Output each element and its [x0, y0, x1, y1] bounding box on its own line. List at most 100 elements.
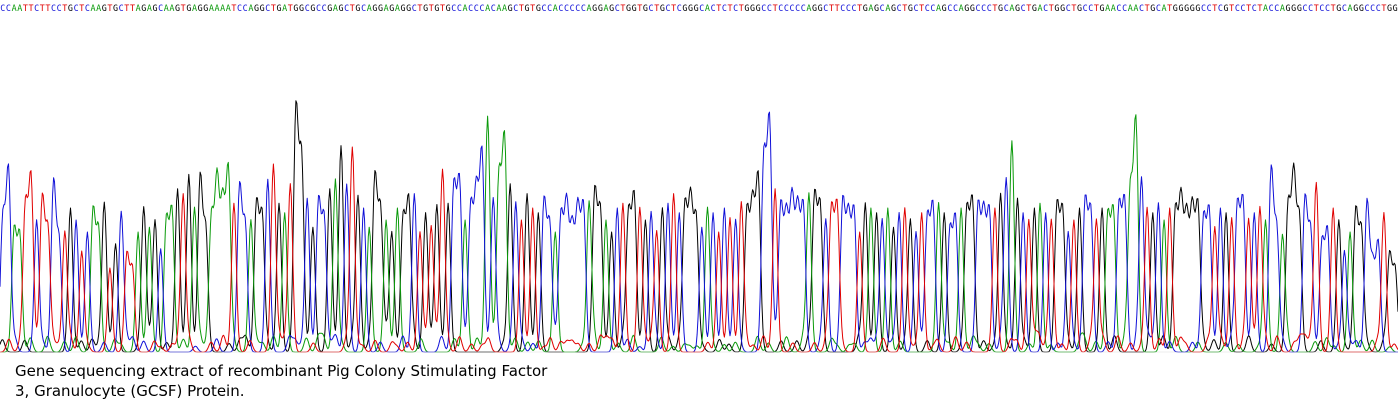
base-letter: A [96, 3, 101, 13]
base-letter: G [299, 3, 304, 13]
base-letter: G [434, 3, 439, 13]
base-letter: G [423, 3, 428, 13]
base-letter: G [660, 3, 665, 13]
base-letter: C [711, 3, 716, 13]
base-letter: G [812, 3, 817, 13]
base-letter: G [175, 3, 180, 13]
base-letter: C [1218, 3, 1223, 13]
base-letter: A [384, 3, 389, 13]
base-letter: C [457, 3, 462, 13]
base-letter: G [998, 3, 1003, 13]
base-letter: C [513, 3, 518, 13]
base-letter: G [626, 3, 631, 13]
base-letter: T [1381, 3, 1386, 13]
trace-a [0, 114, 1398, 353]
base-letter: G [1286, 3, 1291, 13]
base-letter: C [74, 3, 79, 13]
base-letter: G [1190, 3, 1195, 13]
base-letter: G [1100, 3, 1105, 13]
base-letter: T [919, 3, 924, 13]
base-letter: T [835, 3, 840, 13]
base-letter: C [479, 3, 484, 13]
base-letter: C [581, 3, 586, 13]
base-letter: C [1342, 3, 1347, 13]
base-letter: A [463, 3, 468, 13]
base-letter: G [756, 3, 761, 13]
base-letter: C [1021, 3, 1026, 13]
base-letter: C [344, 3, 349, 13]
base-letter: T [716, 3, 721, 13]
base-letter: C [237, 3, 242, 13]
base-letter: C [316, 3, 321, 13]
base-letter: C [840, 3, 845, 13]
base-letter: T [130, 3, 135, 13]
base-letter: G [1393, 3, 1398, 13]
base-letter: T [992, 3, 997, 13]
base-letter: C [778, 3, 783, 13]
base-letter: A [1133, 3, 1138, 13]
base-letter: C [158, 3, 163, 13]
base-letter: G [750, 3, 755, 13]
base-letter: C [1083, 3, 1088, 13]
base-letter: G [1195, 3, 1200, 13]
base-letter: T [1314, 3, 1319, 13]
base-letter: C [85, 3, 90, 13]
base-letter: A [12, 3, 17, 13]
base-letter: T [1331, 3, 1336, 13]
base-letter: T [773, 3, 778, 13]
base-letter: C [541, 3, 546, 13]
base-letter: C [575, 3, 580, 13]
base-letter: C [784, 3, 789, 13]
base-letter: A [1348, 3, 1353, 13]
base-letter: G [942, 3, 947, 13]
base-letter: G [1184, 3, 1189, 13]
caption-line-2: 3, Granulocyte (GCSF) Protein. [15, 382, 245, 400]
base-letter: C [722, 3, 727, 13]
base-letter: A [553, 3, 558, 13]
base-letter: A [1128, 3, 1133, 13]
base-letter: C [243, 3, 248, 13]
base-letter: T [1145, 3, 1150, 13]
base-letter: A [705, 3, 710, 13]
base-letter: C [1308, 3, 1313, 13]
base-letter: T [28, 3, 33, 13]
base-letter: A [209, 3, 214, 13]
base-letter: T [1212, 3, 1217, 13]
base-letter: G [1297, 3, 1302, 13]
base-letter: C [665, 3, 670, 13]
base-letter: G [293, 3, 298, 13]
base-letter: T [1257, 3, 1262, 13]
base-letter: A [395, 3, 400, 13]
base-letter: C [851, 3, 856, 13]
base-letter: C [699, 3, 704, 13]
base-letter: G [874, 3, 879, 13]
base-letter: G [1336, 3, 1341, 13]
base-letter: C [789, 3, 794, 13]
base-letter: G [632, 3, 637, 13]
base-letter: C [1004, 3, 1009, 13]
base-letter: T [857, 3, 862, 13]
base-letter: C [981, 3, 986, 13]
base-letter: G [1150, 3, 1155, 13]
base-letter: A [806, 3, 811, 13]
base-letter: C [558, 3, 563, 13]
base-letter: T [181, 3, 186, 13]
base-letter: C [1116, 3, 1121, 13]
base-letter: G [141, 3, 146, 13]
base-letter: A [248, 3, 253, 13]
base-letter: G [744, 3, 749, 13]
base-letter: A [936, 3, 941, 13]
base-letter: G [102, 3, 107, 13]
base-letter: G [694, 3, 699, 13]
base-letter: T [1094, 3, 1099, 13]
base-letter: C [1207, 3, 1212, 13]
figure-caption: Gene sequencing extract of recombinant P… [15, 361, 615, 401]
base-letter: A [333, 3, 338, 13]
base-letter: G [254, 3, 259, 13]
base-letter: C [947, 3, 952, 13]
base-letter: A [282, 3, 287, 13]
base-letter: A [868, 3, 873, 13]
base-letter: C [1139, 3, 1144, 13]
base-letter: T [271, 3, 276, 13]
